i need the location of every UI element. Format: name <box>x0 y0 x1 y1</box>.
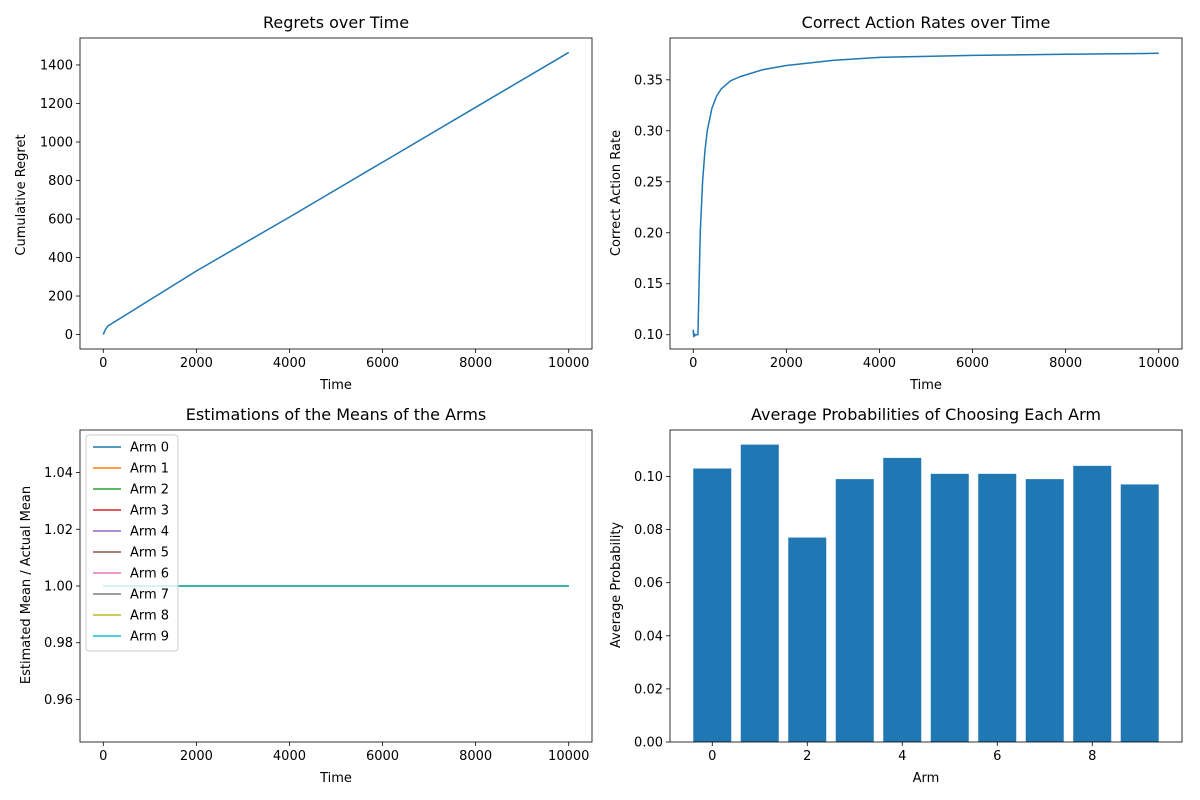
chart-title: Correct Action Rates over Time <box>802 13 1051 32</box>
bar <box>1073 465 1112 742</box>
y-tick-label: 0.96 <box>44 693 73 708</box>
bar <box>693 468 732 742</box>
legend-label: Arm 3 <box>130 504 169 519</box>
legend-label: Arm 5 <box>130 546 169 561</box>
subplot-correct-action-rates: Correct Action Rates over Time Time Corr… <box>609 13 1183 393</box>
subplot-arm-probabilities: Average Probabilities of Choosing Each A… <box>609 405 1183 786</box>
x-tick-label: 4000 <box>273 749 306 764</box>
y-tick-label: 1.04 <box>44 466 73 481</box>
x-tick-label: 0 <box>99 356 107 371</box>
legend-label: Arm 8 <box>130 609 169 624</box>
series-line <box>102 51 570 335</box>
x-tick-label: 8000 <box>459 749 492 764</box>
x-tick-label: 2000 <box>180 356 213 371</box>
x-tick-label: 6000 <box>956 356 989 371</box>
bar <box>978 473 1017 742</box>
y-tick-label: 1200 <box>40 97 73 112</box>
y-tick-label: 0.04 <box>634 629 663 644</box>
y-axis-label: Cumulative Regret <box>14 134 29 255</box>
x-tick-label: 10000 <box>548 749 589 764</box>
y-axis-label: Estimated Mean / Actual Mean <box>19 486 34 684</box>
y-tick-label: 800 <box>48 174 73 189</box>
y-tick-label: 200 <box>48 290 73 305</box>
x-axis-label: Time <box>319 771 352 786</box>
y-tick-label: 1.02 <box>44 523 73 538</box>
y-tick-label: 0.10 <box>634 328 663 343</box>
series-line <box>692 52 1159 338</box>
x-tick-label: 4 <box>898 749 906 764</box>
x-tick-label: 0 <box>689 356 697 371</box>
y-axis-label: Correct Action Rate <box>609 130 624 256</box>
x-tick-label: 0 <box>99 749 107 764</box>
bar <box>788 537 827 742</box>
bar <box>835 479 874 742</box>
legend-label: Arm 4 <box>130 525 169 540</box>
y-tick-label: 0.35 <box>634 73 663 88</box>
subplot-arm-mean-estimations: Estimations of the Means of the Arms Tim… <box>19 405 593 786</box>
y-tick-label: 0.06 <box>634 576 663 591</box>
x-tick-label: 8000 <box>459 356 492 371</box>
y-tick-label: 400 <box>48 251 73 266</box>
bar <box>1120 484 1159 742</box>
x-tick-label: 6000 <box>366 356 399 371</box>
x-tick-label: 0 <box>708 749 716 764</box>
bar <box>1025 479 1064 742</box>
plot-area <box>102 51 570 335</box>
x-tick-label: 10000 <box>548 356 589 371</box>
x-tick-label: 2000 <box>770 356 803 371</box>
y-tick-label: 0.02 <box>634 682 663 697</box>
y-tick-label: 0.08 <box>634 523 663 538</box>
bar <box>883 457 922 742</box>
legend-label: Arm 7 <box>130 588 169 603</box>
y-tick-label: 1400 <box>40 58 73 73</box>
x-tick-label: 4000 <box>273 356 306 371</box>
legend: Arm 0 Arm 1 Arm 2 Arm 3 Arm 4 Arm 5 Arm 6 Arm 7… <box>85 434 179 652</box>
y-tick-label: 0.00 <box>634 736 663 751</box>
legend-label: Arm 2 <box>130 483 169 498</box>
y-tick-label: 0 <box>65 328 73 343</box>
y-tick-label: 600 <box>48 213 73 228</box>
plot-area <box>693 444 1159 742</box>
y-tick-label: 1.00 <box>44 580 73 595</box>
legend-label: Arm 0 <box>130 441 169 456</box>
bar <box>930 473 969 742</box>
x-axis-label: Arm <box>913 771 940 786</box>
subplot-regrets: Regrets over Time Time Cumulative Regret… <box>14 13 593 393</box>
chart-title: Regrets over Time <box>263 13 409 32</box>
legend-label: Arm 9 <box>130 630 169 645</box>
y-tick-label: 0.30 <box>634 124 663 139</box>
y-tick-label: 0.20 <box>634 226 663 241</box>
chart-title: Estimations of the Means of the Arms <box>186 405 487 424</box>
x-axis-label: Time <box>319 378 352 393</box>
x-tick-label: 8 <box>1088 749 1096 764</box>
y-tick-label: 0.15 <box>634 277 663 292</box>
x-tick-label: 10000 <box>1138 356 1179 371</box>
axes-frame <box>669 37 1183 350</box>
y-tick-label: 0.25 <box>634 175 663 190</box>
y-tick-label: 0.98 <box>44 636 73 651</box>
chart-title: Average Probabilities of Choosing Each A… <box>751 405 1101 424</box>
x-tick-label: 6000 <box>366 749 399 764</box>
y-axis-label: Average Probability <box>609 522 624 649</box>
x-axis-label: Time <box>909 378 942 393</box>
x-tick-label: 4000 <box>863 356 896 371</box>
bar <box>740 444 779 742</box>
x-tick-label: 2000 <box>180 749 213 764</box>
x-tick-label: 6 <box>993 749 1001 764</box>
axes-frame <box>669 429 1183 743</box>
x-tick-label: 2 <box>803 749 811 764</box>
axes-frame <box>79 37 593 350</box>
x-tick-label: 8000 <box>1049 356 1082 371</box>
y-tick-label: 0.10 <box>634 470 663 485</box>
legend-label: Arm 6 <box>130 567 169 582</box>
legend-label: Arm 1 <box>130 462 169 477</box>
plot-area <box>692 52 1159 338</box>
y-tick-label: 1000 <box>40 135 73 150</box>
